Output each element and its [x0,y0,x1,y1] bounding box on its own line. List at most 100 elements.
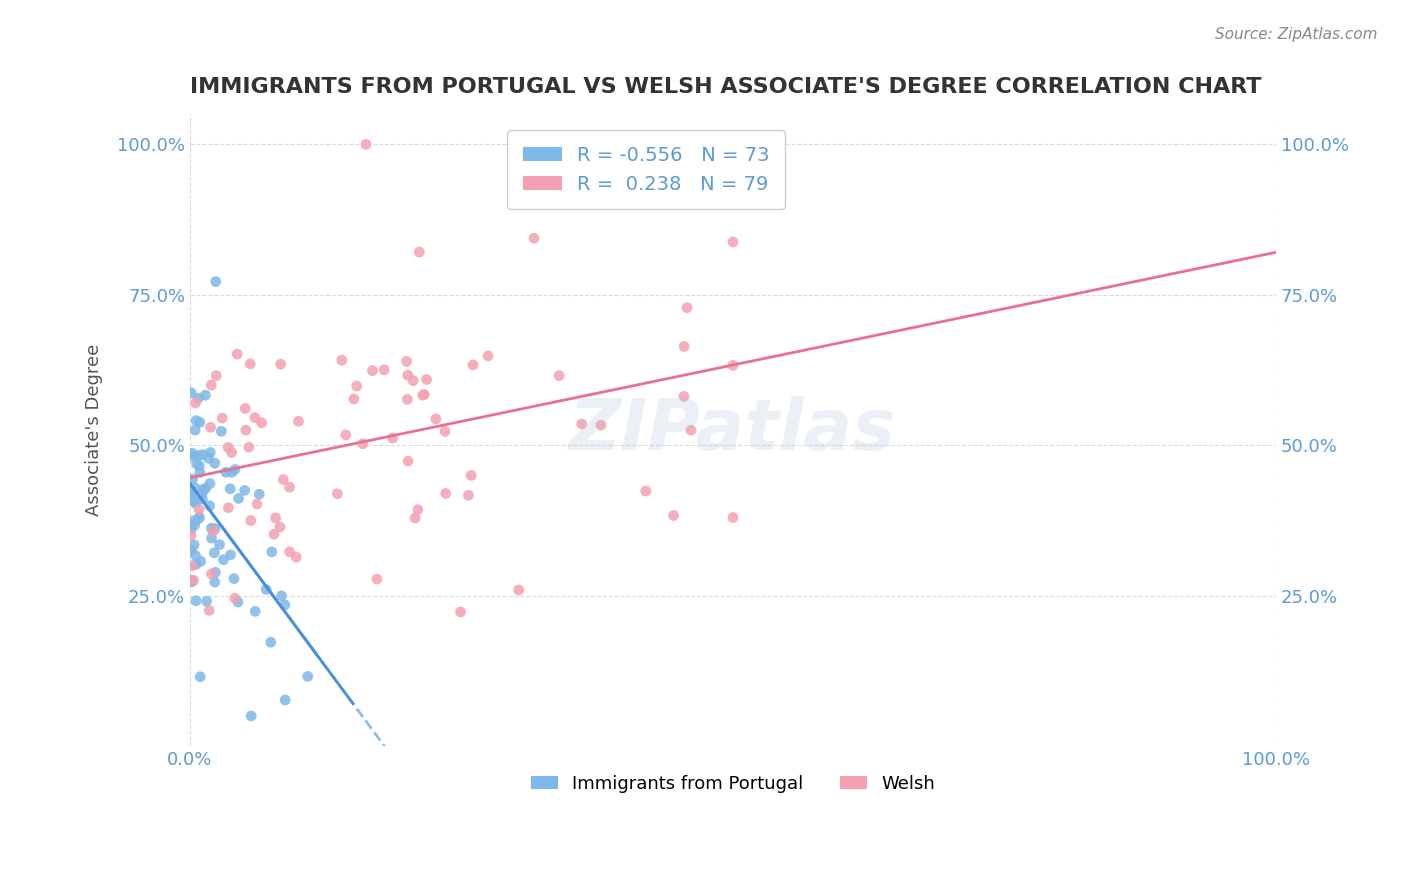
Point [183,514,205,528]
Point [434,486,457,500]
Point [188,415,211,429]
Point [221,465,243,479]
Point [721,510,744,524]
Point [260,545,283,559]
Point [673,339,696,353]
Point [235,423,257,437]
Point [183,518,205,533]
Point [721,359,744,373]
Point [233,483,256,498]
Point [200,378,222,392]
Point [652,196,675,211]
Point [254,582,277,597]
Point [191,491,214,506]
Point [184,481,207,495]
Point [240,709,263,723]
Point [180,486,202,500]
Point [239,357,262,371]
Point [343,392,366,406]
Text: IMMIGRANTS FROM PORTUGAL VS WELSH ASSOCIATE'S DEGREE CORRELATION CHART: IMMIGRANTS FROM PORTUGAL VS WELSH ASSOCI… [190,78,1261,97]
Point [250,416,273,430]
Point [188,502,211,516]
Point [460,468,482,483]
Point [246,497,269,511]
Point [395,354,418,368]
Point [457,488,479,502]
Point [193,483,215,497]
Point [226,595,249,609]
Point [184,594,207,608]
Point [297,669,319,683]
Point [205,368,228,383]
Point [209,424,232,438]
Point [215,466,238,480]
Point [190,554,212,568]
Point [200,420,222,434]
Point [402,374,425,388]
Point [188,449,211,463]
Point [366,572,388,586]
Point [396,368,419,382]
Text: Source: ZipAtlas.com: Source: ZipAtlas.com [1215,27,1378,42]
Point [202,524,225,538]
Point [183,494,205,508]
Point [239,514,262,528]
Point [204,566,226,580]
Point [721,235,744,249]
Point [434,425,457,439]
Point [198,603,221,617]
Point [180,528,202,542]
Point [450,605,472,619]
Point [396,392,419,407]
Point [273,473,295,487]
Point [679,423,702,437]
Legend: Immigrants from Portugal, Welsh: Immigrants from Portugal, Welsh [523,768,942,800]
Text: ZIPatlas: ZIPatlas [569,396,897,465]
Point [187,511,209,525]
Point [186,457,208,471]
Point [181,449,204,463]
Point [204,575,226,590]
Point [354,137,377,152]
Point [352,437,374,451]
Point [224,462,246,476]
Point [404,511,426,525]
Point [212,552,235,566]
Point [191,487,214,501]
Point [243,410,266,425]
Point [233,401,256,416]
Point [188,510,211,524]
Point [204,456,226,470]
Point [200,445,222,459]
Point [197,451,219,466]
Point [217,500,239,515]
Point [204,275,226,289]
Point [672,389,695,403]
Point [373,363,395,377]
Point [238,440,260,454]
Point [188,466,211,480]
Point [676,301,699,315]
Point [662,508,685,523]
Point [270,357,292,371]
Point [184,549,207,563]
Point [508,582,530,597]
Point [634,483,657,498]
Point [326,487,349,501]
Point [381,431,404,445]
Point [200,566,222,581]
Point [226,347,249,361]
Point [208,538,231,552]
Point [217,441,239,455]
Point [194,388,217,402]
Point [396,454,419,468]
Point [195,594,218,608]
Point [184,396,207,410]
Point [330,353,353,368]
Point [180,543,202,558]
Point [406,502,429,516]
Point [415,372,437,386]
Point [589,417,612,432]
Point [260,635,283,649]
Point [221,445,243,459]
